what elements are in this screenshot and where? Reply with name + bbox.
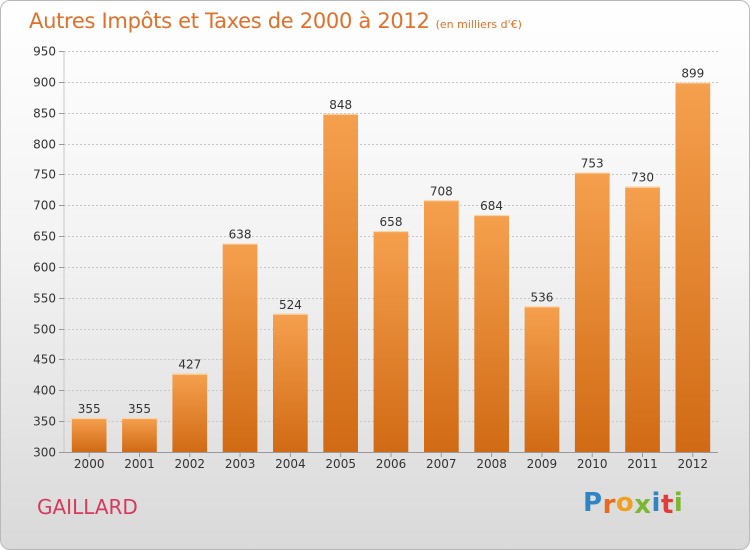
bar-2007 bbox=[424, 200, 459, 452]
logo-letter: i bbox=[673, 488, 684, 518]
bar-value-label: 355 bbox=[78, 402, 101, 416]
bar-value-label: 638 bbox=[229, 228, 252, 242]
x-tick-label: 2000 bbox=[74, 457, 105, 471]
bar-2002 bbox=[172, 373, 208, 452]
city-name: GAILLARD bbox=[37, 495, 138, 519]
bar-2008 bbox=[474, 215, 509, 452]
y-tick-label: 600 bbox=[33, 261, 56, 275]
x-tick-label: 2004 bbox=[275, 457, 306, 471]
x-tick-label: 2003 bbox=[225, 457, 256, 471]
bar-value-label: 536 bbox=[530, 290, 553, 304]
bar-2009 bbox=[524, 306, 560, 452]
y-tick-label: 650 bbox=[33, 230, 56, 244]
chart-title-text: Autres Impôts et Taxes de 2000 à 2012 bbox=[29, 9, 430, 33]
proxiti-logo: Proxiti bbox=[583, 488, 684, 520]
logo-letter: x bbox=[634, 490, 652, 520]
y-tick-label: 500 bbox=[33, 323, 56, 337]
bar-value-label: 848 bbox=[329, 98, 352, 112]
bar-2001 bbox=[122, 418, 157, 452]
x-tick-label: 2012 bbox=[678, 457, 709, 471]
logo-letter: t bbox=[660, 490, 674, 520]
y-tick-label: 850 bbox=[33, 107, 56, 121]
x-tick-label: 2002 bbox=[175, 457, 206, 471]
bar-value-label: 355 bbox=[128, 402, 151, 416]
bar-value-label: 427 bbox=[178, 358, 201, 372]
bar-2010 bbox=[574, 172, 610, 452]
bar-2000 bbox=[71, 418, 107, 452]
x-tick-label: 2011 bbox=[627, 457, 658, 471]
bar-value-label: 524 bbox=[279, 298, 302, 312]
bar-2006 bbox=[373, 231, 409, 452]
x-tick-label: 2008 bbox=[476, 457, 507, 471]
y-tick-label: 700 bbox=[33, 199, 56, 213]
chart-title: Autres Impôts et Taxes de 2000 à 2012 (en… bbox=[29, 9, 522, 33]
y-tick-label: 750 bbox=[33, 168, 56, 182]
x-tick-label: 2007 bbox=[426, 457, 457, 471]
bar-2005 bbox=[323, 113, 358, 453]
logo-letter: o bbox=[615, 488, 635, 518]
y-tick-label: 800 bbox=[33, 138, 56, 152]
x-tick-label: 2009 bbox=[527, 457, 558, 471]
logo-letter: P bbox=[583, 488, 603, 518]
y-tick-label: 950 bbox=[33, 45, 56, 59]
y-tick-label: 300 bbox=[33, 446, 56, 460]
x-axis: 2000 2001 2002 2003 2004 2005 2006 2007 2008 2009… bbox=[74, 452, 708, 471]
bar-value-label: 899 bbox=[681, 67, 704, 81]
bar-value-label: 708 bbox=[430, 184, 453, 198]
logo-letter: r bbox=[602, 490, 616, 520]
bar-value-label: 753 bbox=[581, 157, 604, 171]
y-tick-label: 900 bbox=[33, 76, 56, 90]
x-tick-label: 2010 bbox=[577, 457, 608, 471]
bar-2011 bbox=[625, 186, 660, 452]
bar-value-label: 658 bbox=[380, 215, 403, 229]
bar-value-label: 730 bbox=[631, 171, 654, 185]
bars: 355 355 427 638 524 848 658 708 684 536 753 730 899 bbox=[71, 67, 711, 453]
bar-2003 bbox=[222, 243, 258, 452]
y-tick-label: 450 bbox=[33, 353, 56, 367]
logo-letter: i bbox=[651, 488, 661, 518]
bar-2004 bbox=[273, 313, 308, 452]
y-axis: 300 350 400 450 500 550 600 650 700 750 800 850 900 9… bbox=[33, 45, 718, 460]
y-tick-label: 350 bbox=[33, 415, 56, 429]
x-tick-label: 2005 bbox=[325, 457, 356, 471]
y-tick-label: 400 bbox=[33, 384, 56, 398]
bar-2012 bbox=[675, 82, 711, 452]
chart-subtitle: (en milliers d'€) bbox=[435, 18, 522, 31]
x-tick-label: 2001 bbox=[124, 457, 155, 471]
x-tick-label: 2006 bbox=[376, 457, 407, 471]
bar-value-label: 684 bbox=[480, 199, 503, 213]
y-tick-label: 550 bbox=[33, 292, 56, 306]
